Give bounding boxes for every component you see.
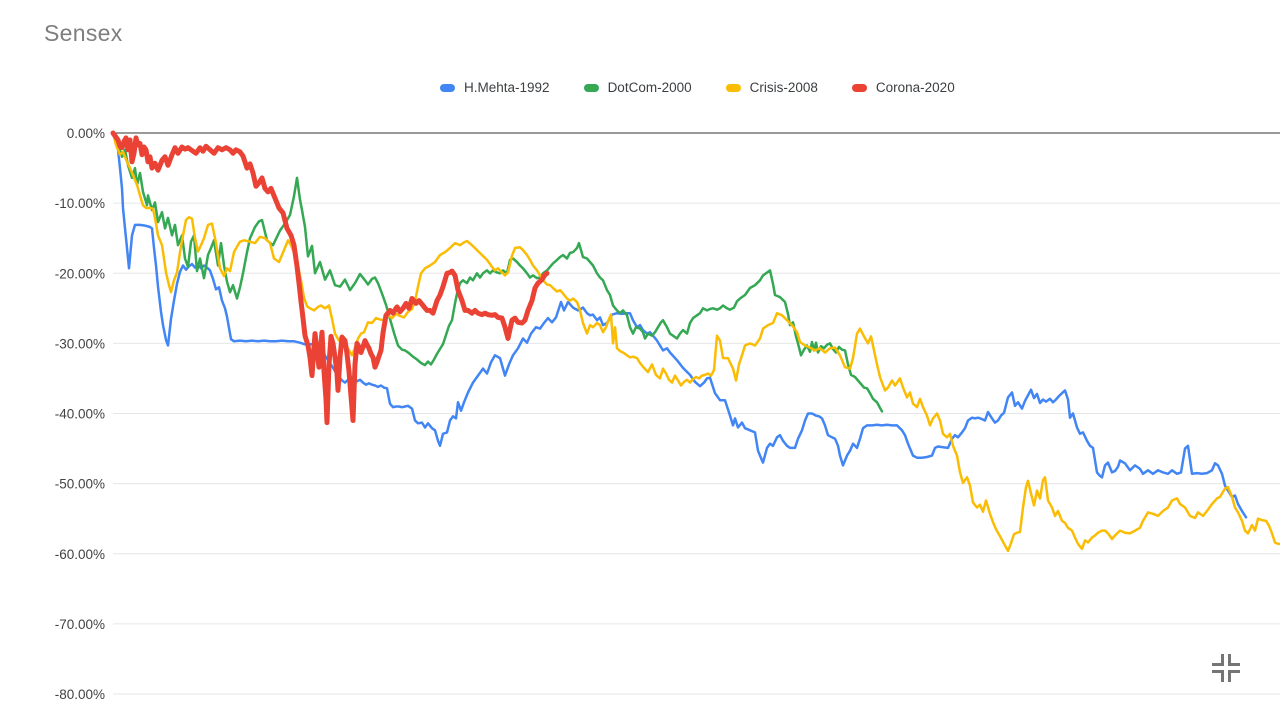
legend-swatch-icon [851,83,867,92]
y-axis-tick-label: -30.00% [55,336,105,351]
legend-swatch-icon [583,83,599,92]
legend-item-DotCom-2000: DotCom-2000 [583,80,692,95]
legend-item-Crisis-2008: Crisis-2008 [725,80,818,95]
series-line-Crisis-2008 [111,131,1280,553]
y-axis-tick-label: -10.00% [55,196,105,211]
series-line-H.Mehta-1992 [111,131,1248,519]
y-axis-tick-label: -70.00% [55,617,105,632]
legend-item-Corona-2020: Corona-2020 [851,80,955,95]
fullscreen-exit-icon[interactable] [1212,654,1241,683]
legend-item-H.Mehta-1992: H.Mehta-1992 [440,80,550,95]
y-axis-tick-label: -20.00% [55,266,105,281]
series-line-DotCom-2000 [111,131,884,413]
legend-label: H.Mehta-1992 [464,80,550,95]
legend-swatch-icon [440,83,455,92]
chart-legend: H.Mehta-1992 DotCom-2000 Crisis-2008 Corona… [440,80,955,95]
series-line-Corona-2020 [110,130,550,426]
y-axis-tick-label: -50.00% [55,477,105,492]
y-axis-tick-label: -60.00% [55,547,105,562]
fullscreen-exit-corner [1212,670,1224,682]
legend-label: Corona-2020 [875,80,955,95]
y-axis-tick-label: -80.00% [55,687,105,702]
fullscreen-exit-corner [1228,670,1240,682]
y-axis-tick-label: -40.00% [55,407,105,422]
fullscreen-exit-corner [1212,654,1224,666]
y-axis-tick-label: 0.00% [67,126,105,141]
legend-label: DotCom-2000 [607,80,692,95]
page-title: Sensex [44,20,123,46]
legend-swatch-icon [725,83,741,92]
fullscreen-exit-corner [1228,654,1240,666]
legend-label: Crisis-2008 [749,80,818,95]
